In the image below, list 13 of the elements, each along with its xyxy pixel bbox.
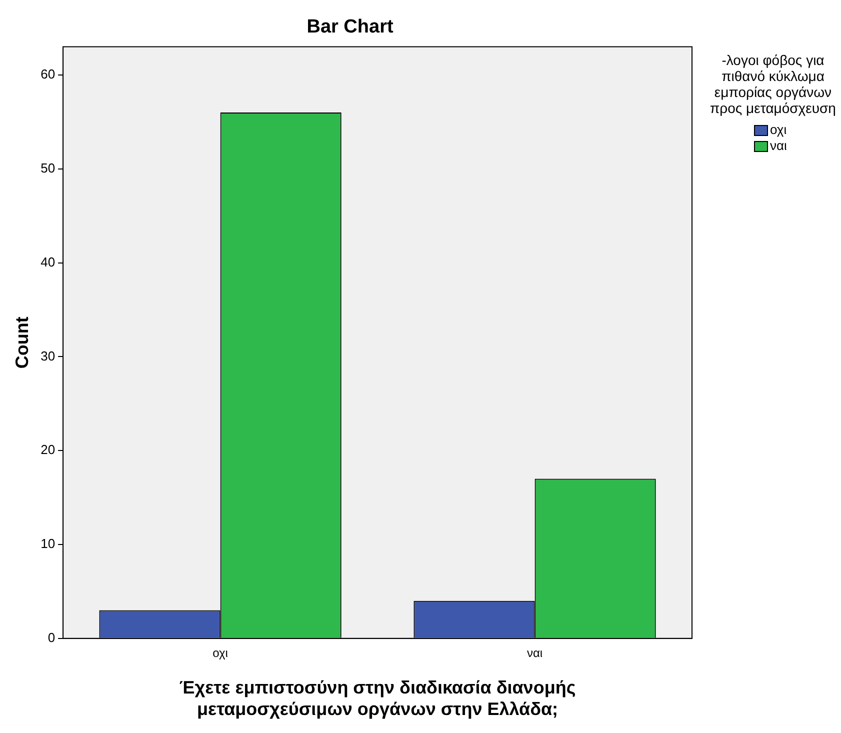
y-tick-label: 60 — [40, 66, 56, 82]
y-tick-label: 10 — [40, 536, 56, 552]
x-axis-title: Έχετε εμπιστοσύνη στην διαδικασία διανομής μεταμοσχεύσιμων οργάνων στην Ελλάδα; — [179, 678, 576, 720]
y-tick-label: 50 — [40, 160, 56, 176]
legend-label: ναι — [770, 138, 787, 154]
chart-title: Bar Chart — [306, 16, 394, 38]
y-axis-title: Count — [12, 316, 32, 369]
y-tick-label: 40 — [40, 254, 56, 270]
legend-title: -λογοι φόβος για πιθανό κύκλωμα εμπορίας οργάνων προς μεταμόσχευση — [709, 52, 837, 116]
y-tick-label: 30 — [40, 348, 56, 364]
y-tick-label: 0 — [48, 630, 56, 645]
y-tick-label: 20 — [40, 442, 56, 458]
legend-label: οχι — [770, 122, 787, 138]
